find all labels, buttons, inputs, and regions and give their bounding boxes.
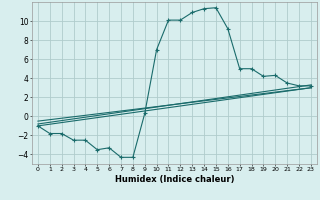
- X-axis label: Humidex (Indice chaleur): Humidex (Indice chaleur): [115, 175, 234, 184]
